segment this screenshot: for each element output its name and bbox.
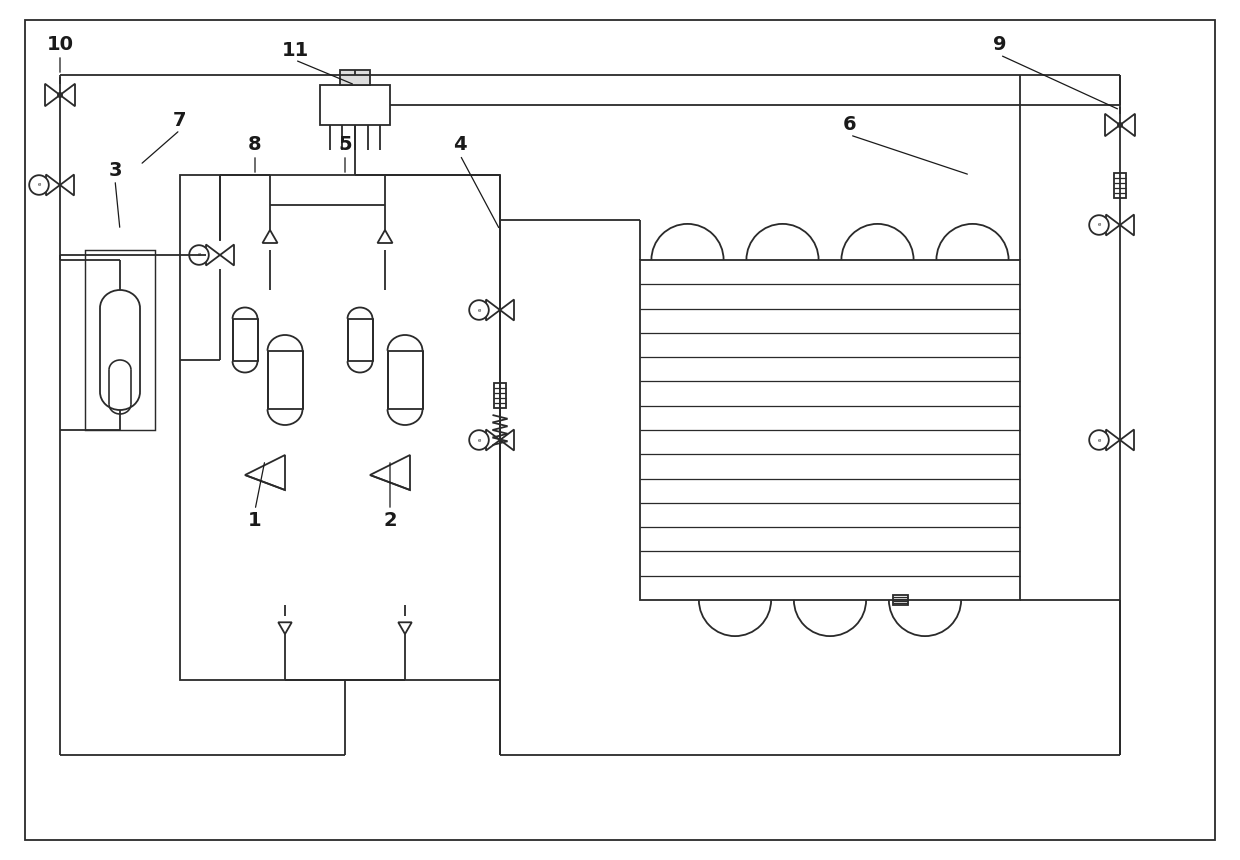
Polygon shape <box>46 175 60 195</box>
Text: e: e <box>197 253 201 257</box>
Bar <box>1114 173 1126 198</box>
Polygon shape <box>398 623 412 634</box>
Text: e: e <box>1097 223 1101 228</box>
Text: e: e <box>1097 438 1101 443</box>
Polygon shape <box>278 623 291 634</box>
Polygon shape <box>246 455 285 490</box>
Polygon shape <box>219 244 234 266</box>
Circle shape <box>58 93 62 97</box>
Text: 8: 8 <box>248 136 262 155</box>
Bar <box>387 351 423 409</box>
Circle shape <box>469 430 489 450</box>
Text: e: e <box>37 182 41 187</box>
Bar <box>320 85 391 125</box>
Circle shape <box>30 175 48 195</box>
Circle shape <box>190 245 208 265</box>
Text: e: e <box>477 308 481 312</box>
Text: 5: 5 <box>339 136 352 155</box>
Bar <box>494 383 506 408</box>
Polygon shape <box>370 455 410 490</box>
Bar <box>347 319 372 361</box>
Text: 11: 11 <box>281 40 309 59</box>
Text: 7: 7 <box>174 110 187 130</box>
Text: 9: 9 <box>993 35 1007 54</box>
Text: 6: 6 <box>843 115 857 134</box>
Polygon shape <box>377 230 393 243</box>
Bar <box>233 319 258 361</box>
Polygon shape <box>60 83 74 107</box>
Bar <box>640 260 1021 600</box>
Polygon shape <box>1120 429 1135 451</box>
Text: 10: 10 <box>47 35 73 54</box>
Bar <box>180 175 500 680</box>
Text: 1: 1 <box>248 511 262 530</box>
Polygon shape <box>500 299 515 321</box>
Polygon shape <box>486 429 500 451</box>
Bar <box>340 70 370 85</box>
Bar <box>893 595 908 605</box>
Polygon shape <box>60 175 74 195</box>
Bar <box>86 250 155 430</box>
Bar <box>268 351 303 409</box>
Polygon shape <box>45 83 60 107</box>
Polygon shape <box>1120 114 1135 136</box>
Polygon shape <box>1120 214 1135 236</box>
Polygon shape <box>1105 114 1120 136</box>
Text: 4: 4 <box>453 136 466 155</box>
Polygon shape <box>263 230 278 243</box>
Polygon shape <box>1106 214 1120 236</box>
Polygon shape <box>1106 429 1120 451</box>
Text: e: e <box>477 438 481 443</box>
Circle shape <box>1089 215 1109 235</box>
Circle shape <box>469 300 489 320</box>
Circle shape <box>1117 123 1122 127</box>
Circle shape <box>1089 430 1109 450</box>
Polygon shape <box>206 244 219 266</box>
Text: 3: 3 <box>108 161 122 180</box>
Text: 2: 2 <box>383 511 397 530</box>
Polygon shape <box>486 299 500 321</box>
Polygon shape <box>500 429 515 451</box>
